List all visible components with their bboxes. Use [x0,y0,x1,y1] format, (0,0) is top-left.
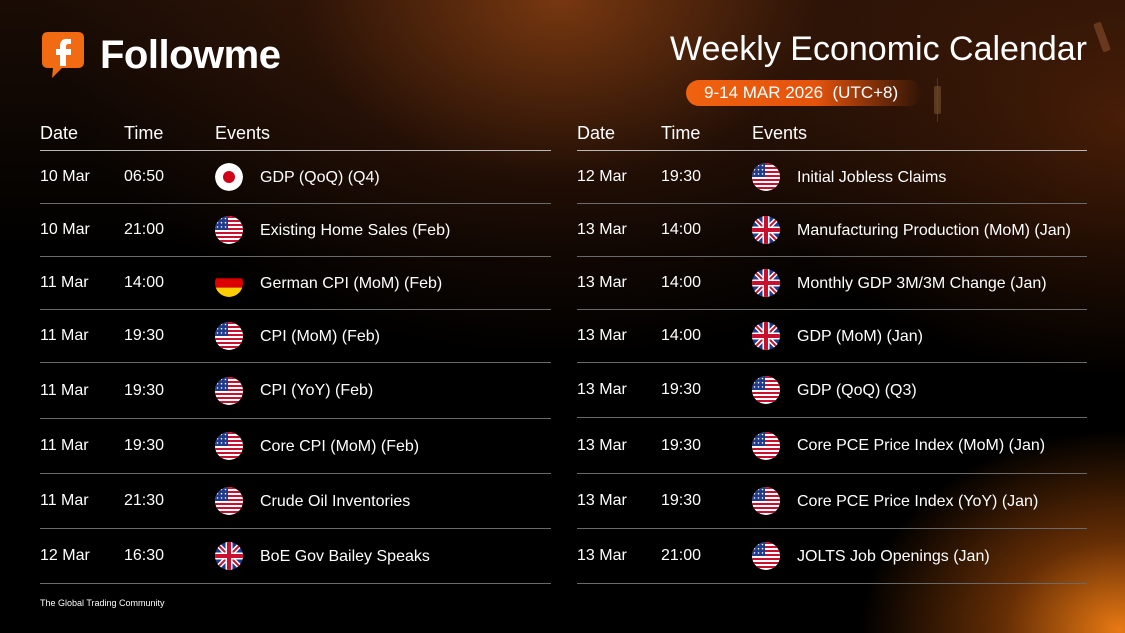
footer-tagline: The Global Trading Community [40,598,165,608]
event-name: CPI (MoM) (Feb) [260,327,380,345]
page-title: Weekly Economic Calendar [670,30,1087,68]
event-time: 19:30 [661,168,702,185]
event-date: 11 Mar [40,381,89,399]
date-range-text: 9-14 MAR 2026 (UTC+8) [704,83,899,102]
usa-flag-icon [215,487,243,515]
event-name: JOLTS Job Openings (Jan) [797,547,990,565]
germany-flag-icon [215,269,243,297]
event-time: 14:00 [124,274,165,291]
event-date: 13 Mar [577,436,627,454]
table-row: 13 Mar 21:00 JOLTS Job Openings (Jan) [577,529,1087,584]
event-name: Monthly GDP 3M/3M Change (Jan) [797,274,1047,292]
event-date: 12 Mar [40,547,90,564]
japan-flag-icon [215,163,243,191]
event-name: Core PCE Price Index (MoM) (Jan) [797,437,1046,454]
event-date: 13 Mar [577,327,627,344]
event-name: Initial Jobless Claims [797,168,947,186]
event-date: 11 Mar [40,327,89,344]
event-date: 13 Mar [577,274,627,291]
uk-flag-icon [215,542,243,570]
brand-logo: Followme [40,30,281,80]
event-time: 14:00 [661,221,702,238]
event-name: Core PCE Price Index (YoY) (Jan) [797,492,1039,510]
table-row: 13 Mar 14:00 GDP (MoM) (Jan) [577,310,1087,363]
header-date: Date [40,122,79,143]
table-row: 13 Mar 19:30 GDP (QoQ) (Q3) [577,363,1087,418]
header-time: Time [661,122,701,143]
event-time: 19:30 [661,436,702,454]
usa-flag-icon [215,216,243,244]
event-name: Crude Oil Inventories [260,492,411,510]
decorative-candle [1093,21,1111,53]
event-name: German CPI (MoM) (Feb) [260,274,443,292]
event-name: Core CPI (MoM) (Feb) [260,437,420,455]
event-time: 14:00 [661,274,702,291]
event-time: 21:00 [124,221,165,238]
event-name: GDP (QoQ) (Q3) [797,381,917,399]
event-name: GDP (QoQ) (Q4) [260,168,380,186]
brand-name: Followme [100,32,281,77]
event-date: 12 Mar [577,168,627,185]
header-time: Time [124,122,164,143]
table-row: 10 Mar 06:50 GDP (QoQ) (Q4) [40,151,551,204]
events-table-right: Date Time Events 12 Mar 19:30 Initial Jobl… [577,116,1087,584]
event-time: 19:30 [661,381,702,398]
usa-flag-icon [752,487,780,515]
table-header: Date Time Events [577,116,1087,151]
table-row: 12 Mar 19:30 Initial Jobless Claims [577,151,1087,204]
usa-flag-icon [215,432,243,460]
table-header: Date Time Events [40,116,551,151]
usa-flag-icon [215,376,243,405]
event-time: 21:30 [124,492,165,509]
event-date: 13 Mar [577,221,627,238]
header-date: Date [577,122,616,143]
table-row: 13 Mar 14:00 Manufacturing Production (MoM… [577,204,1087,257]
event-date: 10 Mar [40,221,90,238]
followme-logo-icon [42,32,84,78]
event-time: 19:30 [124,437,165,454]
table-row: 11 Mar 14:00 German CPI (MoM) (Feb) [40,257,551,310]
event-time: 19:30 [124,381,165,399]
table-row: 12 Mar 16:30 BoE Gov Bailey Speaks [40,529,551,584]
event-date: 11 Mar [40,492,89,509]
table-row: 11 Mar 21:30 Crude Oil Inventories [40,474,551,529]
usa-flag-icon [752,542,780,570]
event-date: 13 Mar [577,547,627,564]
table-row: 13 Mar 19:30 Core PCE Price Index (MoM) (J… [577,418,1087,474]
event-name: Manufacturing Production (MoM) (Jan) [797,221,1071,239]
event-name: GDP (MoM) (Jan) [797,327,923,345]
table-row: 11 Mar 19:30 CPI (MoM) (Feb) [40,310,551,363]
table-row: 13 Mar 14:00 Monthly GDP 3M/3M Change (Jan… [577,257,1087,310]
table-row: 11 Mar 19:30 Core CPI (MoM) (Feb) [40,419,551,474]
decorative-candle [934,78,941,122]
usa-flag-icon [752,163,780,191]
event-date: 10 Mar [40,168,90,185]
table-row: 10 Mar 21:00 Existing Home Sales (Feb) [40,204,551,257]
event-time: 21:00 [661,547,702,564]
event-name: Existing Home Sales (Feb) [260,221,451,239]
event-time: 06:50 [124,168,165,185]
usa-flag-icon [215,322,243,350]
event-date: 11 Mar [40,437,89,454]
usa-flag-icon [752,431,780,460]
event-date: 13 Mar [577,492,627,509]
event-date: 11 Mar [40,274,89,291]
event-name: CPI (YoY) (Feb) [260,382,374,399]
table-row: 13 Mar 19:30 Core PCE Price Index (YoY) (J… [577,474,1087,529]
usa-flag-icon [752,376,780,404]
header-events: Events [215,122,271,143]
header-events: Events [752,122,808,143]
uk-flag-icon [752,216,780,244]
event-time: 19:30 [124,327,165,344]
date-range-badge: 9-14 MAR 2026 (UTC+8) [686,80,922,106]
event-date: 13 Mar [577,381,627,398]
uk-flag-icon [752,269,780,297]
event-time: 19:30 [661,492,702,509]
table-row: 11 Mar 19:30 CPI (YoY) (Feb) [40,363,551,419]
event-name: BoE Gov Bailey Speaks [260,547,430,565]
uk-flag-icon [752,322,780,350]
events-table-left: Date Time Events 10 Mar 06:50 GDP (QoQ) (Q… [40,116,551,584]
event-time: 16:30 [124,547,165,564]
event-time: 14:00 [661,327,702,344]
